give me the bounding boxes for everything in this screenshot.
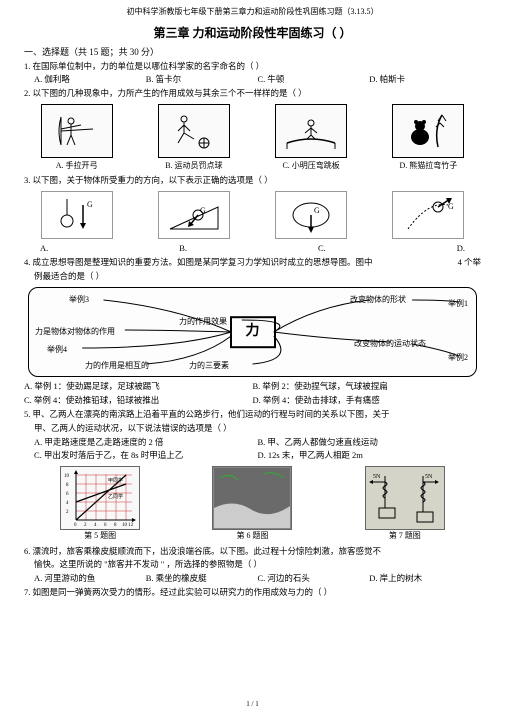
q6-cont: 愉快。这里所说的 "旅客并不发动 " ，所选择的参照物是（ ） [34, 559, 481, 571]
q3-stem: 3. 以下图，关于物体所受重力的方向，以下表示正确的选项是（ ） [24, 175, 481, 187]
q3-figC: G [275, 191, 347, 239]
q1-optD: D. 帕斯卡 [369, 74, 481, 86]
svg-text:8: 8 [66, 483, 69, 488]
q1-optB: B. 笛卡尔 [146, 74, 258, 86]
q2-figA-wrap: A. 手拉开弓 [41, 104, 113, 171]
fig5-jia: 甲同学 [108, 477, 123, 484]
fig6-img [212, 466, 292, 530]
svg-text:G: G [314, 206, 320, 215]
svg-text:8: 8 [114, 523, 117, 528]
fig7-img: 5N 5N [365, 466, 445, 530]
q7-stem: 7. 如图是同一弹簧两次受力的情形。经过此实验可以研究力的作用成效与力的（ ） [24, 587, 481, 599]
running-header: 初中科学浙教版七年级下册第三章力和运动阶段性巩固练习题（3.13.5） [0, 0, 505, 17]
svg-text:5N: 5N [425, 474, 433, 480]
q6-optC: C. 河边的石头 [258, 573, 370, 585]
q2-figC-wrap: C. 小明压弯跳板 [275, 104, 347, 171]
q2-figA [41, 104, 113, 158]
fig5-wrap: 10 8 6 4 2 0 2 4 6 8 10 12 甲同学 乙同学 第 5 题图 [60, 466, 140, 541]
fig7-wrap: 5N 5N 第 7 题图 [365, 466, 445, 541]
q1-optA: A. 伽利略 [34, 74, 146, 86]
q3-labels: A. B. C. D. [40, 243, 465, 255]
q5-opts-row2: C. 甲出发时落后于乙，在 8s 时甲追上乙 D. 12s 末，甲乙两人相距 2… [34, 450, 481, 462]
q5-optD: D. 12s 末，甲乙两人相距 2m [258, 450, 482, 462]
q5-optA: A. 甲走路速度是乙走路速度的 2 倍 [34, 437, 258, 449]
svg-text:2: 2 [66, 510, 69, 515]
q5-stem: 5. 甲、乙两人在漂亮的南滨路上沿着平直的公路步行，他们运动的行程与时间的关系以… [24, 409, 481, 421]
q3-labB: B. [179, 243, 187, 255]
q2-figB [158, 104, 230, 158]
page-footer: 1 / 1 [0, 700, 505, 710]
q6-optA: A. 河里游动的鱼 [34, 573, 146, 585]
fig5-yi: 乙同学 [108, 493, 123, 500]
svg-text:0: 0 [74, 523, 77, 528]
q2-figD [392, 104, 464, 158]
q5-cont: 甲、乙两人的运动状况，以下说法错误的选项是（ ） [34, 423, 481, 435]
svg-text:4: 4 [66, 501, 69, 506]
q2-stem: 2. 以下图的几种现象中，力所产生的作用成效与其余三个不一样样的是（ ） [24, 88, 481, 100]
svg-text:4: 4 [94, 523, 97, 528]
q4-mindmap: 力 举例3 力是物体对物体的作用 举例4 力的作用是相互的 改变物体的形状 力的… [28, 287, 477, 377]
q3-labA: A. [40, 243, 48, 255]
q4-cont: 例最适合的是（ ） [34, 271, 481, 283]
q4-optA: A. 举例 1：使劲踢足球，足球被踢飞 [24, 381, 253, 393]
q5-optC: C. 甲出发时落后于乙，在 8s 时甲追上乙 [34, 450, 258, 462]
q4-stem: 4. 成立思想导图是整理知识的重要方法。如图是某同学复习力学知识时成立的思想导图… [24, 257, 481, 269]
q2-capB: B. 运动员罚点球 [158, 160, 230, 171]
q3-figB: G [158, 191, 230, 239]
q5-figrow: 108642 0246810 12 甲同学 乙同学 第 5 题图 第 6 题图 … [24, 466, 481, 541]
q4-stem-text: 4. 成立思想导图是整理知识的重要方法。如图是某同学复习力学知识时成立的思想导图… [24, 257, 373, 269]
q4-opts-row1: A. 举例 1：使劲踢足球，足球被踢飞 B. 举例 2：使劲捏气球，气球被捏扁 [24, 381, 481, 393]
section-1-heading: 一、选择题（共 15 题；共 30 分） [24, 46, 505, 59]
q1-optC: C. 牛顿 [258, 74, 370, 86]
svg-text:10: 10 [64, 474, 70, 479]
q2-figC [275, 104, 347, 158]
q3-labC: C. [318, 243, 326, 255]
q5-optB: B. 甲、乙两人都做匀速直线运动 [258, 437, 482, 449]
q4-tail: 4 个举 [458, 257, 481, 269]
q2-capD: D. 熊猫拉弯竹子 [392, 160, 464, 171]
fig6-cap: 第 6 题图 [212, 530, 292, 541]
q4-optD: D. 举例 4：使劲击排球，手有痛感 [253, 395, 482, 407]
svg-text:G: G [200, 206, 206, 215]
q6-optB: B. 乘坐的橡皮艇 [146, 573, 258, 585]
q3-figD: G [392, 191, 464, 239]
svg-text:2: 2 [84, 523, 87, 528]
q2-figures: A. 手拉开弓 B. 运动员罚点球 C. 小明压弯跳板 D. 熊猫拉弯竹子 [18, 104, 487, 171]
q4-optB: B. 举例 2：使劲捏气球，气球被捏扁 [253, 381, 482, 393]
svg-text:5N: 5N [373, 474, 381, 480]
q1-stem: 1. 在国际单位制中，力的单位是以哪位科学家的名字命名的（ ） [24, 61, 481, 73]
page: 初中科学浙教版七年级下册第三章力和运动阶段性巩固练习题（3.13.5） 第三章 … [0, 0, 505, 714]
q1-options: A. 伽利略 B. 笛卡尔 C. 牛顿 D. 帕斯卡 [34, 74, 481, 86]
q6-optD: D. 岸上的树木 [369, 573, 481, 585]
q3-labD: D. [457, 243, 465, 255]
q2-figD-wrap: D. 熊猫拉弯竹子 [392, 104, 464, 171]
svg-text:10 12: 10 12 [122, 523, 134, 528]
fig6-wrap: 第 6 题图 [212, 466, 292, 541]
chapter-title: 第三章 力和运动阶段性牢固练习（ ） [0, 25, 505, 42]
svg-text:G: G [448, 202, 454, 211]
fig5-cap: 第 5 题图 [60, 530, 140, 541]
fig5-chart: 10 8 6 4 2 0 2 4 6 8 10 12 甲同学 乙同学 [60, 466, 140, 530]
q6-options: A. 河里游动的鱼 B. 乘坐的橡皮艇 C. 河边的石头 D. 岸上的树木 [34, 573, 481, 585]
svg-text:6: 6 [66, 492, 69, 497]
q3-figA: G [41, 191, 113, 239]
svg-text:6: 6 [104, 523, 107, 528]
q4-opts-row2: C. 举例 4：使劲推铅球，铅球被推出 D. 举例 4：使劲击排球，手有痛感 [24, 395, 481, 407]
q3-figures: G G G G [18, 191, 487, 239]
q5-opts-row1: A. 甲走路速度是乙走路速度的 2 倍 B. 甲、乙两人都做匀速直线运动 [34, 437, 481, 449]
q2-capA: A. 手拉开弓 [41, 160, 113, 171]
q2-figB-wrap: B. 运动员罚点球 [158, 104, 230, 171]
svg-text:G: G [87, 200, 93, 209]
q6-stem: 6. 漂流时，旅客乘橡皮艇顺流而下，出没浪端谷底。以下图。此过程十分惊险刺激，旅… [24, 546, 481, 558]
fig7-cap: 第 7 题图 [365, 530, 445, 541]
q2-capC: C. 小明压弯跳板 [275, 160, 347, 171]
q4-optC: C. 举例 4：使劲推铅球，铅球被推出 [24, 395, 253, 407]
